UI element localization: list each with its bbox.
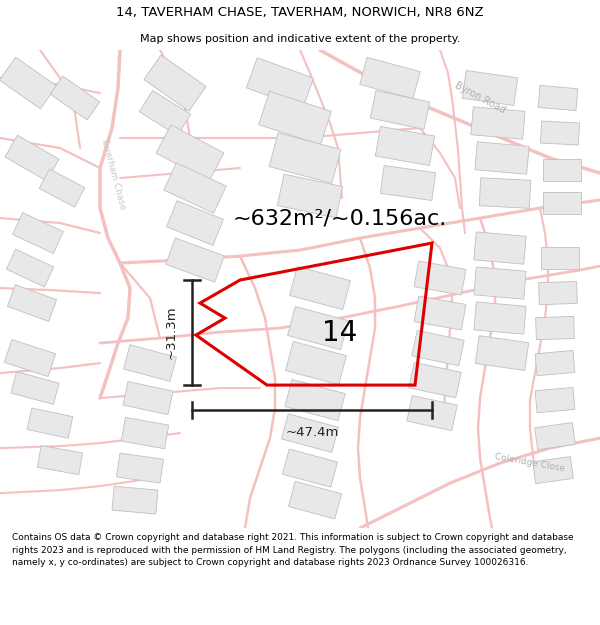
Polygon shape [541,121,580,145]
Polygon shape [474,302,526,334]
Polygon shape [7,249,53,287]
Text: ~47.4m: ~47.4m [286,426,338,439]
Polygon shape [281,414,338,452]
Polygon shape [112,486,158,514]
Polygon shape [409,362,461,398]
Polygon shape [463,71,518,106]
Polygon shape [541,247,579,269]
Polygon shape [7,285,56,321]
Polygon shape [285,379,345,421]
Text: 14, TAVERHAM CHASE, TAVERHAM, NORWICH, NR8 6NZ: 14, TAVERHAM CHASE, TAVERHAM, NORWICH, N… [116,6,484,19]
Polygon shape [283,449,338,487]
Polygon shape [156,125,224,181]
Polygon shape [471,107,525,139]
Polygon shape [37,446,83,474]
Polygon shape [289,481,341,519]
Polygon shape [116,453,163,483]
Text: Taverham Chase: Taverham Chase [99,136,127,210]
Polygon shape [380,166,436,201]
Polygon shape [475,336,529,371]
Polygon shape [124,345,176,381]
Polygon shape [286,341,346,385]
Polygon shape [533,457,574,484]
Polygon shape [164,163,226,213]
Polygon shape [247,58,314,108]
Polygon shape [535,351,575,376]
Polygon shape [167,201,223,246]
Polygon shape [535,422,575,449]
Polygon shape [414,261,466,295]
Polygon shape [139,91,191,136]
Polygon shape [13,213,64,254]
Polygon shape [412,331,464,366]
Polygon shape [269,132,341,183]
Polygon shape [360,58,420,99]
Polygon shape [5,135,59,181]
Polygon shape [259,91,331,145]
Text: ~632m²/~0.156ac.: ~632m²/~0.156ac. [233,208,447,228]
Polygon shape [543,192,581,214]
Polygon shape [376,126,434,166]
Polygon shape [536,316,574,340]
Polygon shape [535,388,575,412]
Polygon shape [474,232,526,264]
Polygon shape [121,418,169,449]
Polygon shape [290,266,350,309]
Text: Coleridge Close: Coleridge Close [494,452,566,474]
Polygon shape [144,55,206,111]
Polygon shape [538,86,578,111]
Polygon shape [4,339,56,377]
Polygon shape [479,177,530,208]
Polygon shape [543,159,581,181]
Polygon shape [414,296,466,330]
Text: Contains OS data © Crown copyright and database right 2021. This information is : Contains OS data © Crown copyright and d… [12,533,574,567]
Polygon shape [0,58,56,109]
Text: Map shows position and indicative extent of the property.: Map shows position and indicative extent… [140,34,460,44]
Polygon shape [39,169,85,207]
Polygon shape [11,372,59,404]
Polygon shape [50,76,100,120]
Polygon shape [287,306,349,349]
Polygon shape [407,396,457,431]
Polygon shape [539,281,577,305]
Polygon shape [370,91,430,129]
Text: ~31.3m: ~31.3m [165,306,178,359]
Polygon shape [475,142,529,174]
Polygon shape [27,408,73,438]
Polygon shape [474,267,526,299]
Polygon shape [277,174,343,218]
Text: 14: 14 [322,319,358,347]
Polygon shape [123,382,173,414]
Polygon shape [166,238,224,282]
Text: Byron Road: Byron Road [453,81,507,116]
